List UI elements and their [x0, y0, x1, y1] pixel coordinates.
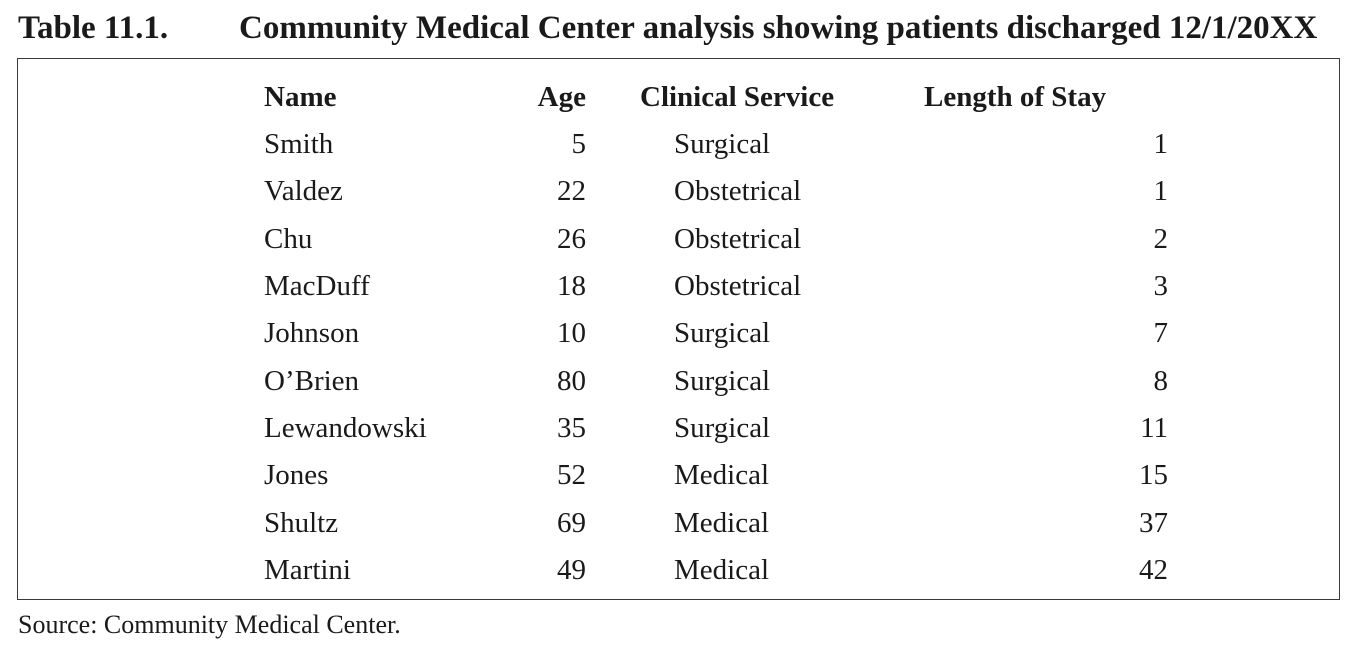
cell-age: 52	[557, 459, 586, 492]
cell-length-of-stay: 1	[1153, 175, 1169, 208]
cell-name: Chu	[264, 222, 313, 255]
cell-length-of-stay: 37	[1139, 506, 1168, 539]
table-row: Chu 26 Obstetrical 2	[264, 216, 1250, 263]
table-row: MacDuff 18 Obstetrical 3	[264, 263, 1250, 310]
cell-name: Jones	[264, 459, 329, 492]
cell-name: O’Brien	[264, 364, 360, 397]
cell-length-of-stay: 42	[1139, 553, 1168, 586]
table-row: Shultz 69 Medical 37	[264, 499, 1250, 546]
cell-length-of-stay: 8	[1153, 364, 1169, 397]
cell-length-of-stay: 1	[1153, 128, 1169, 161]
cell-name: Johnson	[264, 317, 360, 350]
cell-clinical-service: Medical	[674, 506, 770, 539]
cell-clinical-service: Medical	[674, 459, 770, 492]
header-name: Name	[264, 80, 337, 113]
cell-clinical-service: Obstetrical	[674, 175, 802, 208]
table-number: Table 11.1.	[18, 10, 169, 46]
cell-clinical-service: Obstetrical	[674, 222, 802, 255]
cell-age: 10	[557, 317, 586, 350]
table-row: Valdez 22 Obstetrical 1	[264, 168, 1250, 215]
table-row: Jones 52 Medical 15	[264, 452, 1250, 499]
cell-clinical-service: Surgical	[674, 411, 771, 444]
cell-clinical-service: Medical	[674, 553, 770, 586]
cell-length-of-stay: 15	[1139, 459, 1168, 492]
cell-name: Lewandowski	[264, 411, 427, 444]
cell-name: MacDuff	[264, 270, 370, 303]
cell-age: 22	[557, 175, 586, 208]
cell-clinical-service: Surgical	[674, 128, 771, 161]
cell-length-of-stay: 7	[1153, 317, 1169, 350]
cell-name: Shultz	[264, 506, 339, 539]
source-note: Source: Community Medical Center.	[18, 610, 401, 639]
header-row: Name Age Clinical Service Length of Stay	[264, 73, 1250, 121]
header-length-of-stay: Length of Stay	[924, 80, 1107, 113]
cell-name: Smith	[264, 128, 334, 161]
cell-age: 35	[557, 411, 586, 444]
cell-age: 80	[557, 364, 586, 397]
cell-length-of-stay: 3	[1153, 270, 1169, 303]
cell-age: 5	[571, 128, 587, 161]
table-caption: Table 11.1. Community Medical Center ana…	[18, 6, 1348, 50]
cell-age: 26	[557, 222, 586, 255]
table-frame: Name Age Clinical Service Length of Stay…	[17, 58, 1340, 600]
cell-clinical-service: Surgical	[674, 317, 771, 350]
cell-name: Martini	[264, 553, 351, 586]
cell-age: 18	[557, 270, 586, 303]
header-age: Age	[537, 80, 586, 113]
table-row: Smith 5 Surgical 1	[264, 121, 1250, 168]
table-row: Lewandowski 35 Surgical 11	[264, 405, 1250, 452]
cell-name: Valdez	[264, 175, 343, 208]
cell-clinical-service: Obstetrical	[674, 270, 802, 303]
cell-length-of-stay: 2	[1153, 222, 1169, 255]
table-row: O’Brien 80 Surgical 8	[264, 357, 1250, 404]
discharge-table: Name Age Clinical Service Length of Stay…	[264, 73, 1250, 594]
table-row: Johnson 10 Surgical 7	[264, 310, 1250, 357]
cell-age: 49	[557, 553, 586, 586]
table-title: Community Medical Center analysis showin…	[239, 10, 1318, 46]
cell-clinical-service: Surgical	[674, 364, 771, 397]
header-clinical-service: Clinical Service	[640, 80, 835, 113]
cell-length-of-stay: 11	[1140, 411, 1168, 444]
cell-age: 69	[557, 506, 586, 539]
table-row: Martini 49 Medical 42	[264, 547, 1250, 594]
